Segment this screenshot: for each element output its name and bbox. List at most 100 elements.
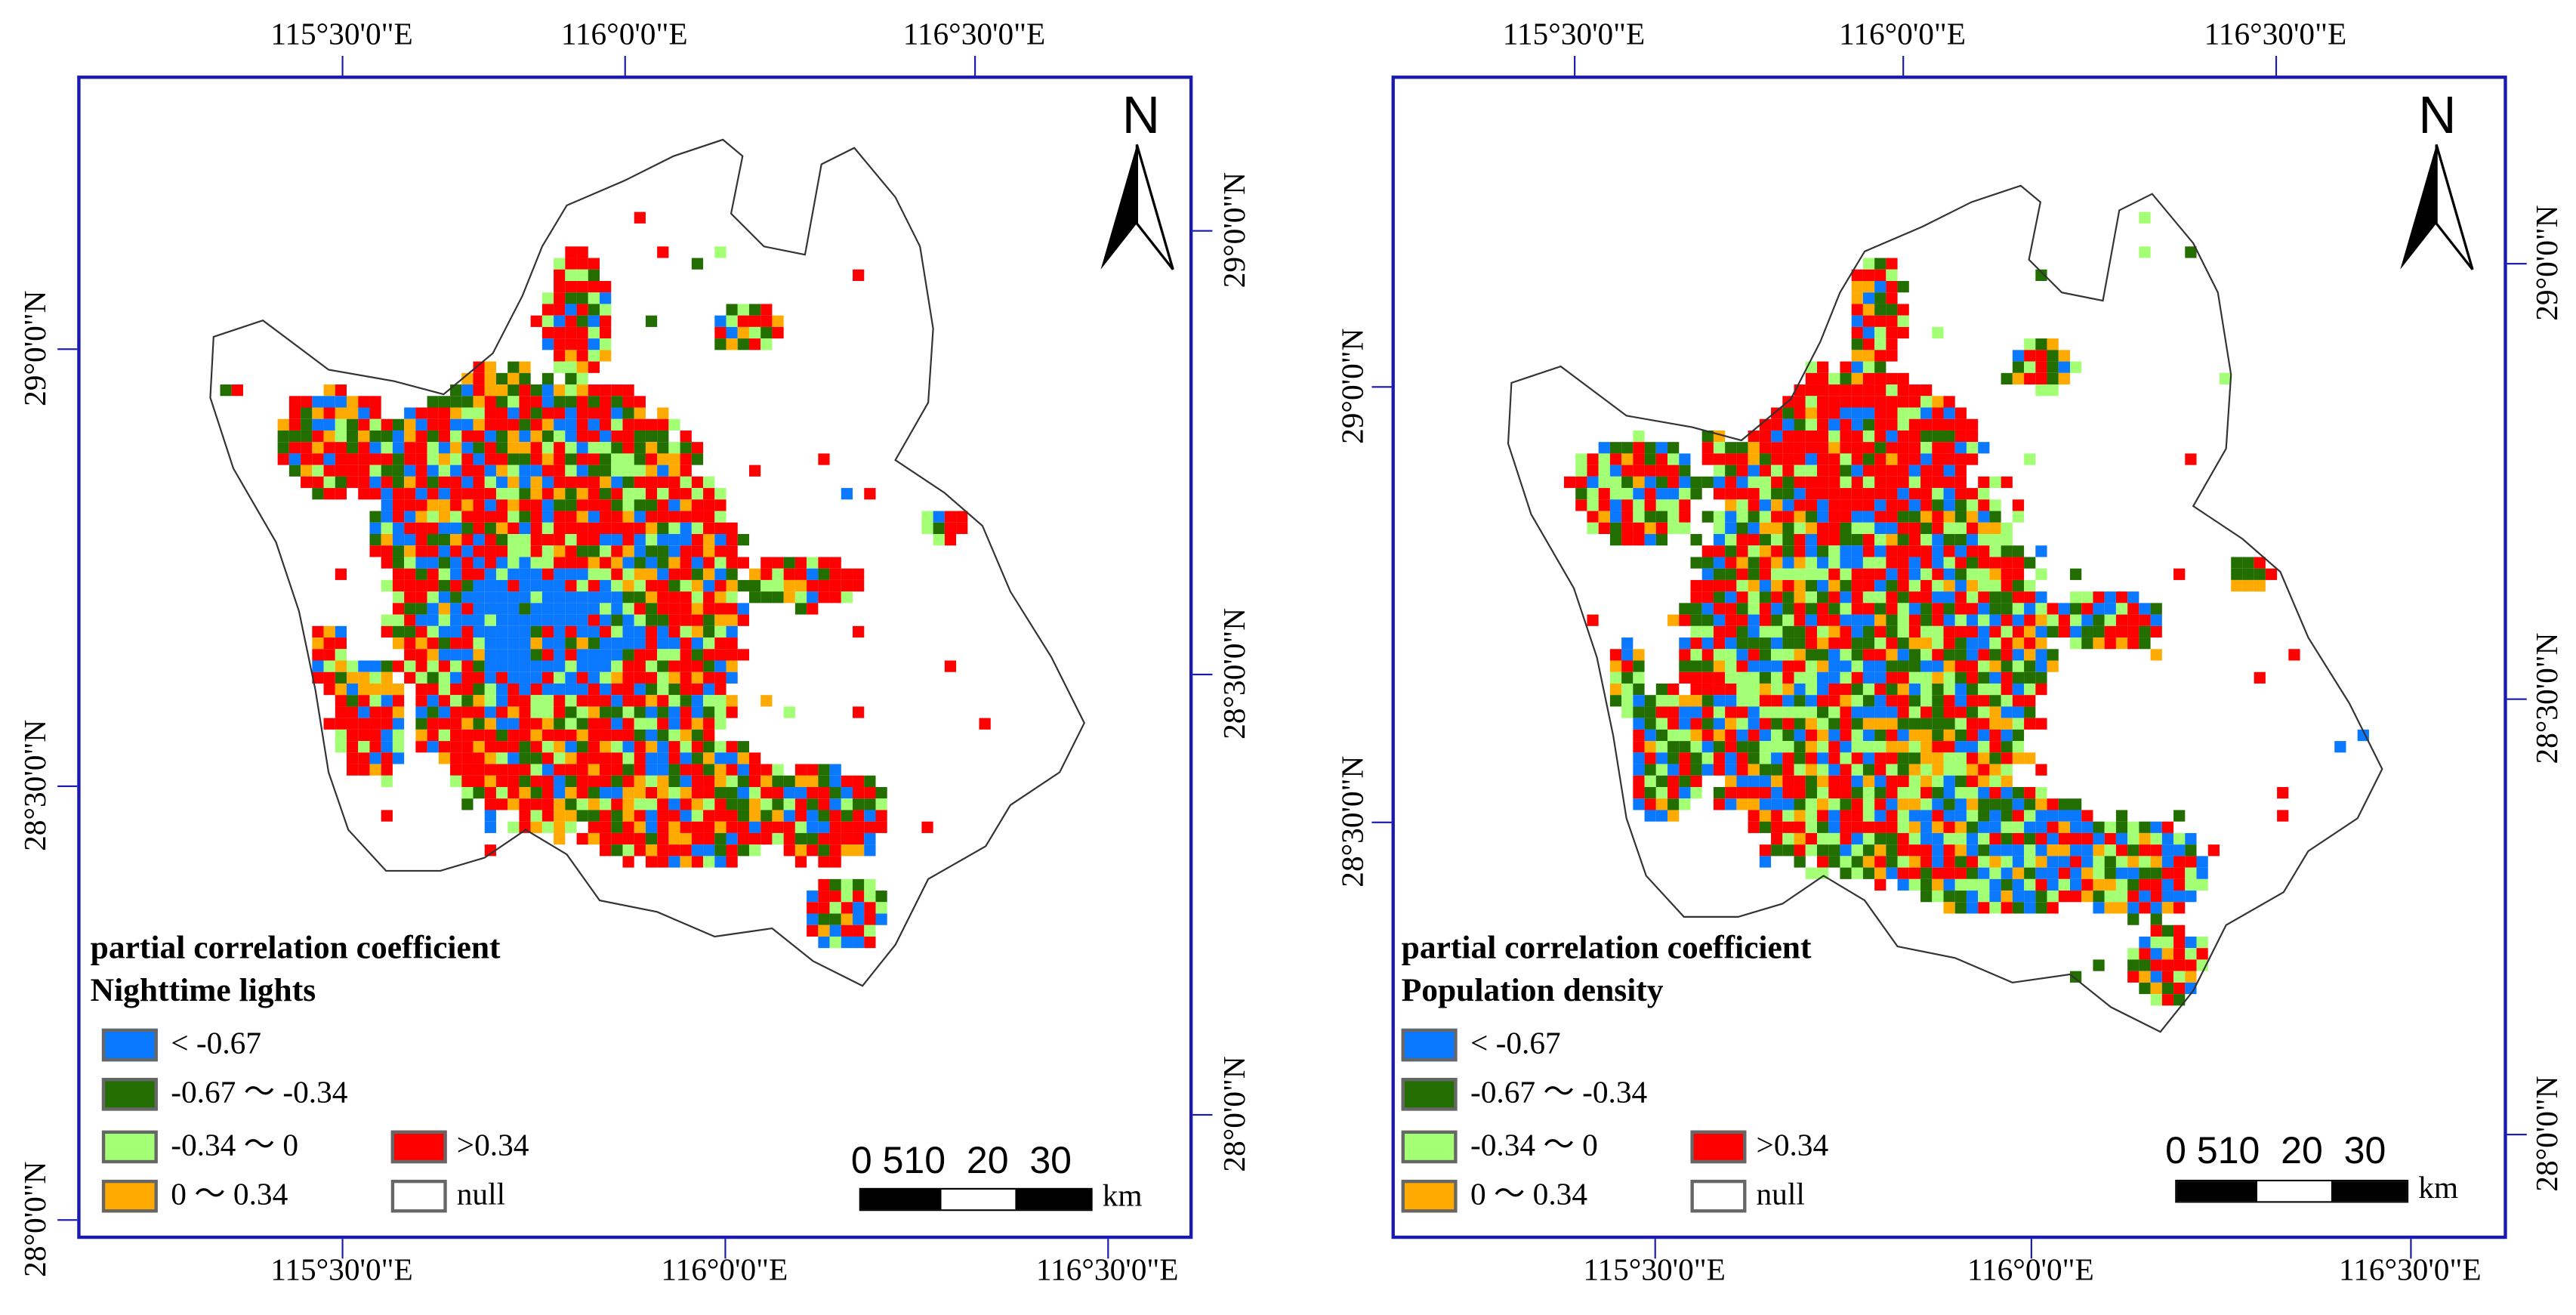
raster-cell xyxy=(2058,350,2071,362)
raster-cell xyxy=(473,579,485,592)
raster-cell xyxy=(657,545,669,557)
raster-cell xyxy=(1828,832,1840,845)
raster-cell xyxy=(1621,706,1634,718)
raster-cell xyxy=(1954,844,1967,857)
raster-cell xyxy=(1932,832,1944,845)
raster-cell xyxy=(600,418,612,431)
raster-cell xyxy=(554,407,566,419)
raster-cell xyxy=(1966,891,1979,903)
raster-cell xyxy=(1794,591,1806,603)
raster-cell xyxy=(1828,511,1840,523)
raster-cell xyxy=(1736,499,1748,511)
raster-cell xyxy=(392,522,405,535)
raster-cell xyxy=(1633,660,1645,672)
raster-cell xyxy=(1897,499,1909,511)
raster-cell xyxy=(427,407,439,419)
raster-cell xyxy=(1701,453,1714,465)
raster-cell xyxy=(1966,637,1979,650)
raster-cell xyxy=(2139,867,2151,879)
raster-cell xyxy=(1816,625,1829,638)
raster-cell xyxy=(541,591,554,603)
raster-cell xyxy=(1782,706,1794,718)
raster-cell xyxy=(1932,718,1944,730)
raster-cell xyxy=(576,442,588,454)
raster-cell xyxy=(1932,579,1944,592)
raster-cell xyxy=(1862,258,1875,270)
raster-cell xyxy=(2139,821,2151,833)
raster-cell xyxy=(2012,649,2025,661)
raster-cell xyxy=(1782,832,1794,845)
raster-cell xyxy=(1805,488,1817,500)
raster-cell xyxy=(1748,660,1760,672)
raster-cell xyxy=(2070,568,2082,580)
raster-cell xyxy=(438,568,451,580)
raster-cell xyxy=(703,488,715,500)
raster-cell xyxy=(1932,671,1944,684)
raster-cell xyxy=(2104,891,2116,903)
raster-cell xyxy=(1989,591,2001,603)
raster-cell xyxy=(1782,671,1794,684)
raster-cell xyxy=(1943,442,1955,454)
raster-cell xyxy=(1621,522,1634,535)
raster-cell xyxy=(2012,350,2025,362)
raster-cell xyxy=(1805,637,1817,650)
raster-cell xyxy=(392,637,405,650)
raster-cell xyxy=(2093,891,2105,903)
raster-cell xyxy=(726,579,738,592)
raster-cell xyxy=(450,511,462,523)
raster-cell xyxy=(1816,396,1829,408)
raster-cell xyxy=(1587,522,1599,535)
raster-cell xyxy=(2035,660,2047,672)
raster-cell xyxy=(588,338,600,350)
raster-cell xyxy=(507,384,520,397)
raster-cell xyxy=(1897,557,1909,569)
raster-cell xyxy=(1897,372,1909,385)
raster-cell xyxy=(1794,603,1806,615)
raster-cell xyxy=(1782,557,1794,569)
raster-cell xyxy=(1943,798,1955,810)
raster-cell xyxy=(691,591,704,603)
raster-cell xyxy=(530,465,542,477)
raster-cell xyxy=(473,396,485,408)
raster-cell xyxy=(2024,844,2036,857)
raster-cell xyxy=(1989,499,2001,511)
raster-cell xyxy=(807,579,819,592)
raster-cell xyxy=(1655,706,1668,718)
raster-cell xyxy=(1609,453,1622,465)
raster-cell xyxy=(829,579,841,592)
raster-cell xyxy=(1920,522,1933,535)
raster-cell xyxy=(2173,844,2186,857)
raster-cell xyxy=(1621,488,1634,500)
raster-cell xyxy=(404,614,416,626)
raster-cell xyxy=(1932,407,1944,419)
raster-cell xyxy=(1874,660,1886,672)
raster-cell xyxy=(392,625,405,638)
raster-cell xyxy=(1725,476,1737,489)
raster-cell xyxy=(1886,856,1898,868)
raster-cell xyxy=(2127,637,2139,650)
raster-cell xyxy=(760,326,773,339)
raster-cell xyxy=(1679,511,1691,523)
raster-cell xyxy=(1759,637,1772,650)
raster-cell xyxy=(1667,442,1680,454)
raster-cell xyxy=(2070,625,2082,638)
raster-cell xyxy=(450,591,462,603)
raster-cell xyxy=(1713,741,1726,753)
raster-cell xyxy=(2024,810,2036,822)
scale-unit: km xyxy=(2418,1171,2459,1206)
raster-cell xyxy=(1954,832,1967,845)
raster-cell xyxy=(1886,867,1898,879)
raster-cell xyxy=(2127,959,2139,971)
raster-cell xyxy=(1736,465,1748,477)
raster-cell xyxy=(726,338,738,350)
raster-cell xyxy=(1886,280,1898,293)
raster-cell xyxy=(1771,418,1783,431)
raster-cell xyxy=(1851,384,1863,397)
raster-cell xyxy=(668,591,680,603)
raster-cell xyxy=(1713,511,1726,523)
raster-cell xyxy=(1621,499,1634,511)
raster-cell xyxy=(2024,557,2036,569)
raster-cell xyxy=(519,499,531,511)
raster-cell xyxy=(1908,798,1921,810)
raster-cell xyxy=(2081,603,2093,615)
